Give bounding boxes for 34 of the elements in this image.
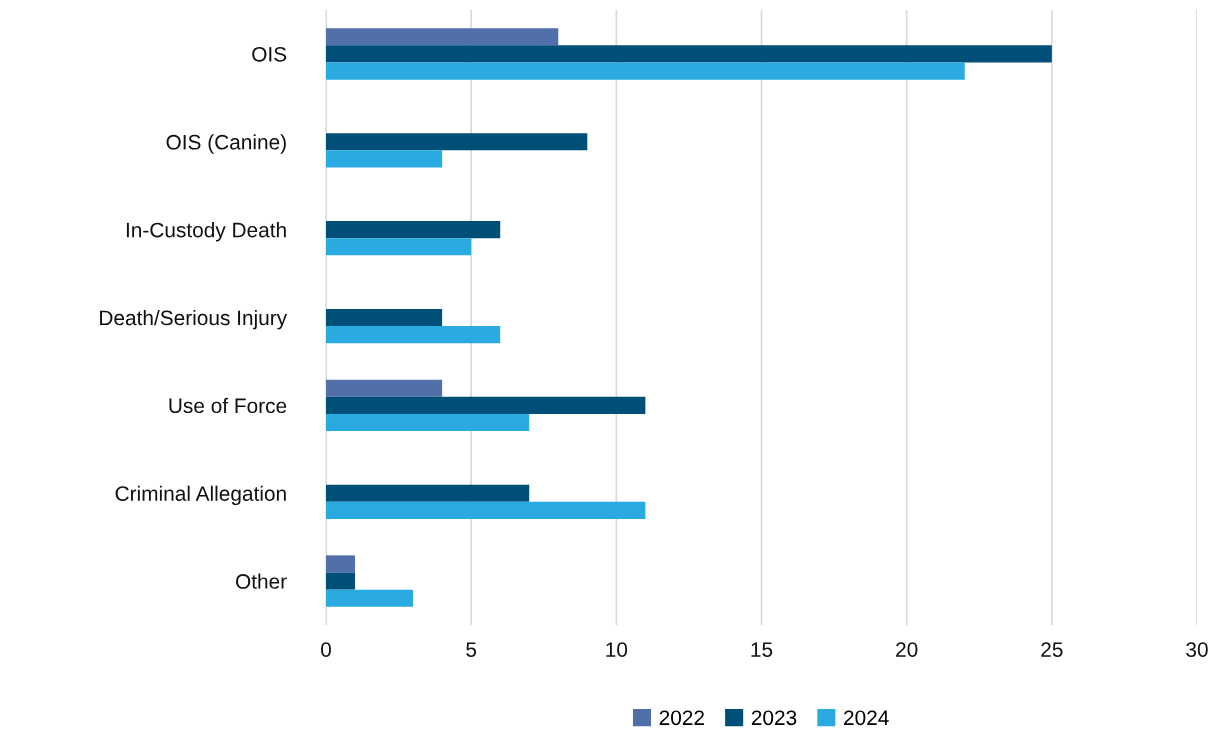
- y-tick-label: Death/Serious Injury: [100, 309, 288, 330]
- y-tick-label: In-Custody Death: [126, 222, 286, 242]
- bar: [326, 501, 646, 519]
- bar: [326, 379, 443, 397]
- x-tick-label: 5: [466, 642, 477, 657]
- legend-label: 2023: [751, 710, 797, 726]
- bar: [326, 484, 530, 502]
- x-tick-label: 25: [1041, 642, 1063, 657]
- x-tick-label: 20: [896, 642, 918, 657]
- bar: [326, 308, 443, 327]
- legend-label: 2022: [659, 710, 704, 726]
- x-tick-label: 15: [751, 642, 773, 657]
- bar: [326, 555, 356, 573]
- x-tick-label: 0: [321, 642, 331, 657]
- y-tick-label: Other: [236, 573, 287, 589]
- bar: [326, 396, 646, 414]
- bar: [326, 221, 501, 239]
- bar: [326, 238, 472, 256]
- bar: [326, 326, 501, 344]
- y-tick-label: Use of Force: [169, 397, 287, 414]
- bar: [326, 589, 414, 607]
- bar: [326, 413, 530, 432]
- x-tick-label: 10: [606, 642, 628, 657]
- bar: [326, 45, 1052, 63]
- y-tick-label: OIS (Canine): [166, 134, 286, 154]
- bar: [326, 62, 965, 80]
- bar: [326, 150, 443, 168]
- bar: [326, 572, 356, 590]
- bar: [326, 28, 559, 46]
- bar: [326, 133, 588, 151]
- y-tick-label: OIS: [252, 46, 287, 62]
- x-tick-label: 30: [1186, 642, 1208, 657]
- legend-label: 2024: [844, 710, 889, 726]
- y-tick-label: Criminal Allegation: [115, 485, 286, 506]
